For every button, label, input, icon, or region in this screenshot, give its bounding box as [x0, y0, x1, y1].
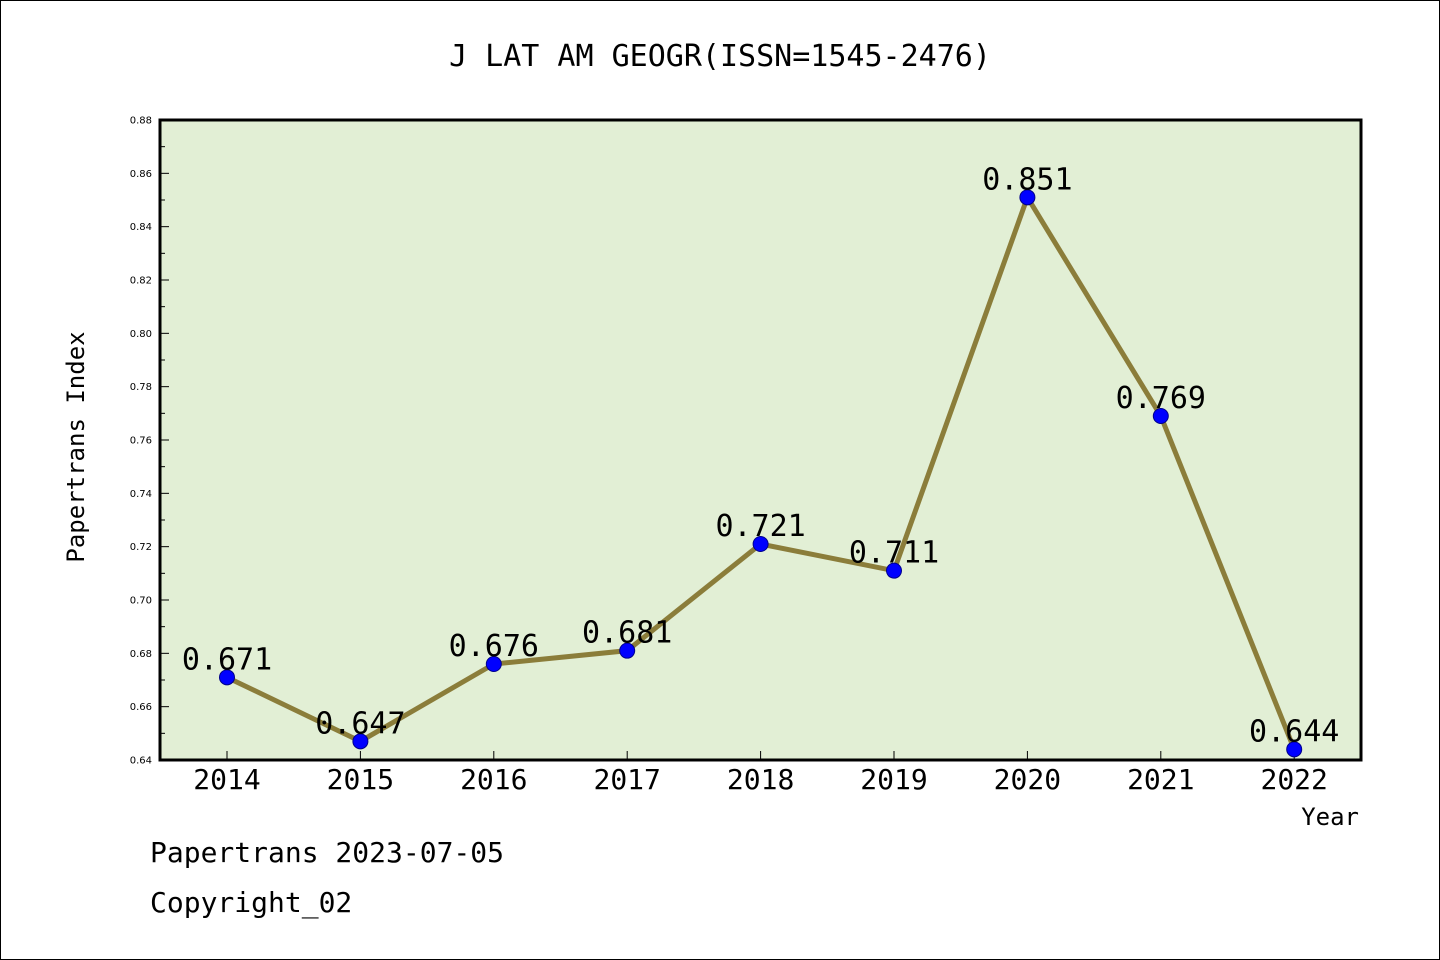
y-tick-label: 0.78	[130, 382, 152, 393]
data-point	[219, 669, 235, 686]
data-point	[352, 733, 369, 750]
data-point	[1152, 408, 1169, 424]
data-label: 0.671	[182, 642, 272, 677]
x-tick-label: 2018	[727, 763, 794, 796]
y-tick-label: 0.86	[130, 169, 152, 180]
y-tick-label: 0.82	[130, 276, 152, 287]
data-point	[485, 656, 502, 672]
y-tick-label: 0.80	[130, 329, 152, 340]
plot-area	[158, 118, 1363, 762]
y-axis: 0.64 0.66 0.68 0.70 0.72 0.74 0.76 0.78 0.80 0.82…	[130, 116, 169, 767]
data-point	[619, 642, 636, 659]
data-label: 0.644	[1249, 714, 1339, 749]
x-tick-label: 2019	[860, 763, 927, 796]
x-tick-label: 2016	[460, 763, 527, 796]
data-label: 0.721	[715, 509, 805, 544]
data-point	[886, 562, 902, 579]
data-label: 0.681	[582, 616, 672, 651]
y-tick-label: 0.76	[130, 436, 152, 447]
data-point	[1019, 189, 1036, 206]
x-tick-label: 2021	[1127, 763, 1194, 796]
series-group: 0.671 0.647 0.676 0.681 0.721 0.711 0.851 0.769…	[182, 162, 1339, 758]
footer-date: Papertrans 2023-07-05	[150, 836, 505, 869]
data-label: 0.769	[1116, 381, 1206, 416]
y-axis-label: Papertrans Index	[62, 331, 90, 562]
y-tick-label: 0.70	[130, 596, 152, 607]
x-tick-label: 2020	[994, 763, 1061, 796]
x-tick-label: 2022	[1260, 763, 1327, 796]
chart-title: J LAT AM GEOGR(ISSN=1545-2476)	[449, 39, 991, 74]
data-label: 0.647	[315, 706, 405, 741]
x-axis: 2014 2015 2016 2017 2018 2019 2020 2021 2022	[193, 751, 1328, 796]
y-tick-label: 0.84	[130, 222, 152, 233]
x-tick-label: 2017	[593, 763, 660, 796]
y-tick-label: 0.66	[130, 702, 152, 713]
y-tick-label: 0.88	[130, 116, 152, 127]
x-tick-label: 2014	[193, 763, 260, 796]
y-tick-label: 0.68	[130, 649, 152, 660]
x-axis-label: Year	[1301, 803, 1359, 831]
data-label: 0.711	[849, 536, 939, 571]
y-tick-label: 0.74	[130, 489, 152, 500]
data-label: 0.851	[982, 162, 1072, 197]
footer-copyright: Copyright_02	[150, 886, 353, 919]
y-tick-label: 0.64	[130, 756, 152, 767]
data-label: 0.676	[449, 629, 539, 664]
y-tick-label: 0.72	[130, 542, 152, 553]
data-point	[1286, 741, 1303, 758]
x-tick-label: 2015	[327, 763, 394, 796]
data-point	[752, 536, 769, 552]
